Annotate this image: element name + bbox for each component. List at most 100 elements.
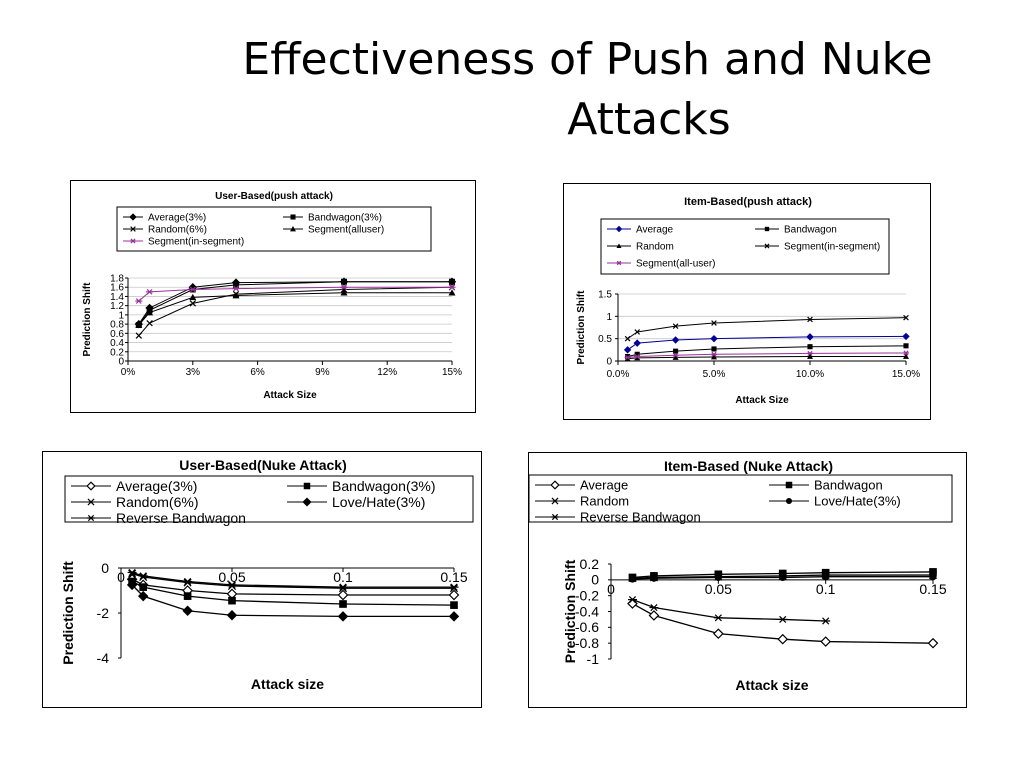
data-point — [820, 636, 832, 647]
y-tick-label: 0.2 — [110, 347, 124, 358]
data-point — [128, 569, 137, 578]
series-random-6 — [128, 569, 459, 593]
series-random — [624, 353, 909, 362]
data-point — [183, 577, 193, 586]
data-point — [146, 288, 154, 295]
data-point — [671, 336, 680, 344]
y-tick-label: -0.8 — [575, 635, 599, 651]
legend-label: Random(6%) — [116, 494, 198, 510]
data-point — [807, 350, 813, 356]
legend-label: Segment(all-user) — [636, 259, 715, 270]
legend-label: Love/Hate(3%) — [814, 494, 901, 509]
legend-entry: Love/Hate(3%) — [287, 494, 425, 510]
data-point — [634, 354, 641, 361]
data-point — [713, 614, 723, 622]
data-point — [777, 633, 789, 645]
series-segment-alluser — [135, 289, 456, 328]
y-tick-label: -2 — [97, 605, 110, 621]
data-point — [126, 579, 138, 591]
legend-label: Bandwagon — [784, 225, 837, 236]
data-point — [649, 603, 659, 612]
series-line — [632, 603, 934, 644]
data-point — [650, 574, 658, 582]
data-point — [903, 353, 909, 359]
y-tick-label: 0.6 — [110, 329, 124, 340]
data-point — [672, 354, 679, 360]
series-segment-all-user — [624, 350, 909, 360]
x-tick-label: 15.0% — [892, 369, 920, 380]
legend-entry: Average(3%) — [71, 478, 197, 494]
series-line — [131, 580, 455, 606]
data-point — [232, 292, 240, 299]
y-tick-label: 0.4 — [110, 338, 124, 349]
chart-svg: User-Based(Nuke Attack) Average(3%) Bandwa… — [60, 457, 474, 692]
slide-title: Effectiveness of Push and Nuke Attacks — [160, 30, 960, 150]
legend-entry: Average — [607, 225, 674, 236]
y-tick-label: -4 — [97, 650, 110, 666]
legend-label: Average — [580, 478, 628, 493]
series-reverse-bandwagon — [127, 568, 459, 591]
x-tick-label: 5.0% — [703, 369, 726, 380]
chart-title: Item-Based (Nuke Attack) — [664, 458, 833, 474]
y-tick-label: 1 — [118, 310, 124, 321]
y-tick-label: 0.2 — [580, 556, 600, 572]
data-point — [338, 583, 348, 591]
chart-title: User-Based(Nuke Attack) — [179, 457, 347, 473]
x-tick-label: 9% — [315, 367, 330, 378]
data-point — [672, 323, 679, 329]
data-point — [779, 573, 787, 582]
x-tick-label: 3% — [186, 367, 201, 378]
item-based-nuke-chart: Item-Based (Nuke Attack) Average Bandwagon… — [528, 452, 967, 708]
y-tick-label: -0.4 — [575, 603, 599, 619]
data-point — [623, 346, 632, 354]
data-point — [822, 573, 830, 581]
x-tick-label: 0.1 — [333, 569, 353, 585]
x-tick-label: 0.05 — [218, 569, 245, 585]
series-segment-in-segment — [135, 284, 456, 304]
legend-label: Segment(in-segment) — [148, 237, 244, 248]
data-point — [232, 285, 240, 292]
series-average — [627, 598, 939, 649]
y-tick-label: 0.8 — [110, 320, 124, 331]
legend-label: Random — [636, 242, 674, 253]
data-point — [226, 610, 238, 621]
data-point — [711, 351, 717, 357]
chart-title: User-Based(push attack) — [215, 191, 333, 202]
series-average — [623, 332, 910, 354]
data-point — [624, 335, 631, 342]
data-point — [340, 284, 348, 291]
data-point — [138, 572, 148, 580]
data-point — [189, 300, 197, 307]
data-point — [450, 601, 458, 609]
legend-entry: Bandwagon — [769, 478, 883, 493]
legend-entry: Reverse Bandwagon — [71, 510, 246, 526]
data-point — [448, 289, 456, 296]
data-point — [189, 286, 197, 293]
data-point — [778, 615, 788, 623]
data-point — [449, 583, 459, 591]
data-point — [624, 355, 631, 362]
data-point — [929, 573, 937, 581]
data-point — [228, 596, 236, 605]
legend-label: Average(3%) — [148, 213, 206, 224]
legend-label: Random(6%) — [148, 225, 207, 236]
data-point — [183, 592, 192, 600]
legend-label: Reverse Bandwagon — [580, 510, 701, 525]
y-axis-label: Prediction Shift — [82, 282, 93, 357]
data-point — [634, 354, 641, 360]
x-tick-label: 0% — [121, 367, 136, 378]
legend-label: Random — [580, 494, 629, 509]
data-point — [624, 354, 631, 360]
data-point — [448, 284, 456, 291]
data-point — [139, 583, 148, 591]
data-point — [135, 298, 143, 304]
data-point — [903, 350, 909, 356]
axes — [617, 294, 906, 362]
legend-entry: Segment(in-segment) — [755, 242, 880, 253]
data-point — [135, 332, 143, 339]
y-tick-label: 0 — [591, 572, 599, 588]
legend-entry: Segment(all-user) — [607, 259, 715, 270]
x-tick-label: 10.0% — [796, 369, 824, 380]
y-tick-label: 1.4 — [110, 292, 124, 303]
data-point — [340, 289, 348, 296]
